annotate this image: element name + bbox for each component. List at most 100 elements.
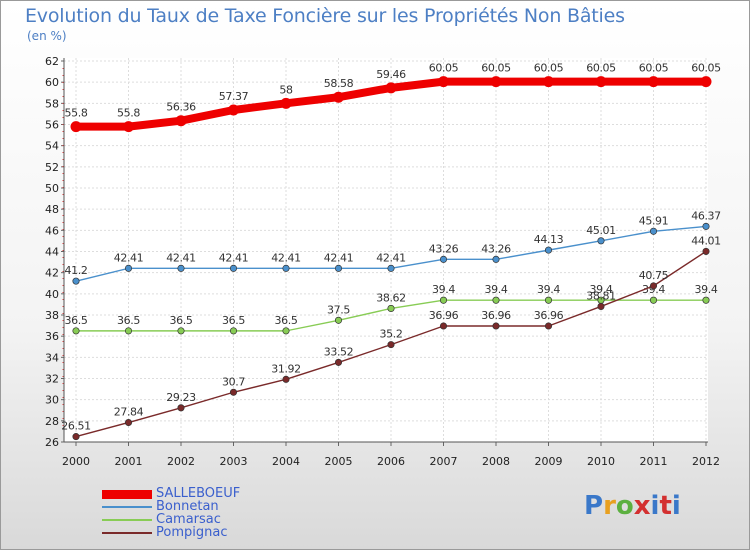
data-point-bonnetan bbox=[597, 237, 605, 245]
x-tick-label: 2007 bbox=[430, 455, 458, 468]
data-point-pompignac bbox=[229, 388, 238, 396]
y-tick-label: 48 bbox=[45, 203, 59, 216]
x-tick-label: 2010 bbox=[587, 455, 615, 468]
data-label-pompignac: 36.96 bbox=[429, 309, 459, 322]
data-point-salleboeuf bbox=[228, 104, 239, 116]
x-tick-label: 2012 bbox=[692, 455, 720, 468]
data-point-bonnetan bbox=[72, 277, 80, 285]
plot-area bbox=[64, 58, 708, 442]
data-label-camarsac: 36.5 bbox=[275, 314, 298, 327]
data-label-camarsac: 36.5 bbox=[65, 314, 88, 327]
data-label-pompignac: 35.2 bbox=[380, 328, 403, 341]
data-label-pompignac: 27.84 bbox=[114, 406, 144, 419]
legend-swatch-salleboeuf bbox=[102, 489, 152, 499]
data-point-camarsac bbox=[229, 327, 238, 335]
data-label-salleboeuf: 58.58 bbox=[324, 77, 354, 90]
data-label-bonnetan: 42.41 bbox=[219, 251, 249, 264]
y-tick-label: 36 bbox=[45, 330, 59, 343]
data-label-pompignac: 29.23 bbox=[166, 391, 196, 404]
x-tick-label: 2001 bbox=[115, 455, 143, 468]
data-label-salleboeuf: 60.05 bbox=[534, 62, 564, 75]
y-tick-label: 34 bbox=[45, 351, 59, 364]
y-tick-label: 54 bbox=[45, 140, 59, 153]
data-label-bonnetan: 44.13 bbox=[534, 233, 564, 246]
logo-letter: t bbox=[659, 491, 672, 521]
data-label-bonnetan: 42.41 bbox=[271, 251, 301, 264]
data-point-pompignac bbox=[649, 282, 658, 290]
data-point-salleboeuf bbox=[333, 91, 344, 103]
logo-letter: i bbox=[650, 491, 660, 521]
data-point-bonnetan bbox=[334, 264, 343, 272]
data-label-salleboeuf: 60.05 bbox=[639, 62, 669, 75]
data-label-pompignac: 36.96 bbox=[481, 309, 511, 322]
data-label-pompignac: 38.81 bbox=[586, 289, 616, 302]
data-point-bonnetan bbox=[177, 264, 185, 272]
data-point-salleboeuf bbox=[490, 76, 502, 88]
data-point-camarsac bbox=[177, 327, 185, 335]
data-point-pompignac bbox=[544, 322, 553, 330]
data-point-bonnetan bbox=[124, 264, 133, 272]
data-point-bonnetan bbox=[649, 227, 658, 235]
data-label-salleboeuf: 60.05 bbox=[586, 62, 616, 75]
data-point-salleboeuf bbox=[438, 76, 449, 88]
data-point-camarsac bbox=[124, 327, 133, 335]
data-point-bonnetan bbox=[229, 264, 238, 272]
data-label-salleboeuf: 58 bbox=[279, 83, 293, 96]
data-label-pompignac: 26.51 bbox=[61, 420, 91, 433]
legend-label-bonnetan: Bonnetan bbox=[156, 499, 219, 514]
data-label-salleboeuf: 55.8 bbox=[65, 107, 88, 120]
data-point-salleboeuf bbox=[595, 76, 607, 88]
data-label-bonnetan: 42.41 bbox=[324, 251, 354, 264]
y-tick-label: 46 bbox=[45, 224, 59, 237]
data-point-salleboeuf bbox=[280, 97, 292, 109]
data-label-camarsac: 39.4 bbox=[642, 283, 665, 296]
data-label-camarsac: 37.5 bbox=[327, 303, 350, 316]
data-point-pompignac bbox=[177, 404, 185, 412]
y-tick-label: 28 bbox=[45, 415, 59, 428]
data-label-pompignac: 33.52 bbox=[324, 345, 354, 358]
x-tick-label: 2006 bbox=[377, 455, 405, 468]
x-tick-label: 2002 bbox=[167, 455, 195, 468]
data-point-salleboeuf bbox=[543, 76, 554, 88]
y-tick-label: 52 bbox=[45, 161, 59, 174]
data-point-camarsac bbox=[544, 296, 553, 304]
data-label-salleboeuf: 60.05 bbox=[691, 62, 721, 75]
legend-swatch-bonnetan bbox=[102, 506, 152, 508]
y-tick-label: 42 bbox=[45, 267, 59, 280]
data-label-camarsac: 39.4 bbox=[590, 283, 613, 296]
data-point-pompignac bbox=[334, 358, 343, 366]
data-point-salleboeuf bbox=[648, 76, 659, 88]
legend-label-camarsac: Camarsac bbox=[156, 512, 221, 527]
data-label-salleboeuf: 55.8 bbox=[117, 107, 140, 120]
data-point-pompignac bbox=[124, 418, 133, 427]
data-label-camarsac: 39.4 bbox=[537, 283, 560, 296]
data-label-camarsac: 39.4 bbox=[485, 283, 508, 296]
data-label-bonnetan: 42.41 bbox=[376, 251, 406, 264]
data-point-bonnetan bbox=[282, 264, 290, 272]
data-point-pompignac bbox=[492, 322, 500, 330]
data-point-salleboeuf bbox=[175, 115, 187, 127]
data-label-pompignac: 44.01 bbox=[691, 234, 721, 247]
y-tick-label: 62 bbox=[45, 55, 59, 68]
legend-swatch-pompignac bbox=[102, 532, 152, 534]
y-tick-label: 60 bbox=[45, 76, 59, 89]
data-label-bonnetan: 43.26 bbox=[429, 242, 459, 255]
x-tick-label: 2011 bbox=[640, 455, 668, 468]
data-label-salleboeuf: 60.05 bbox=[429, 62, 459, 75]
data-label-bonnetan: 42.41 bbox=[114, 251, 144, 264]
data-label-camarsac: 39.4 bbox=[695, 283, 718, 296]
y-tick-label: 32 bbox=[45, 373, 59, 386]
data-point-salleboeuf bbox=[385, 82, 397, 94]
data-label-pompignac: 40.75 bbox=[639, 269, 669, 282]
data-point-bonnetan bbox=[492, 255, 500, 263]
data-point-bonnetan bbox=[387, 264, 395, 272]
data-point-camarsac bbox=[72, 327, 80, 335]
x-tick-label: 2003 bbox=[220, 455, 248, 468]
data-label-bonnetan: 46.37 bbox=[691, 209, 721, 222]
data-label-camarsac: 36.5 bbox=[170, 314, 193, 327]
y-tick-label: 50 bbox=[45, 182, 59, 195]
legend-swatch-camarsac bbox=[102, 519, 152, 521]
data-label-bonnetan: 43.26 bbox=[481, 242, 511, 255]
data-point-camarsac bbox=[282, 327, 290, 335]
